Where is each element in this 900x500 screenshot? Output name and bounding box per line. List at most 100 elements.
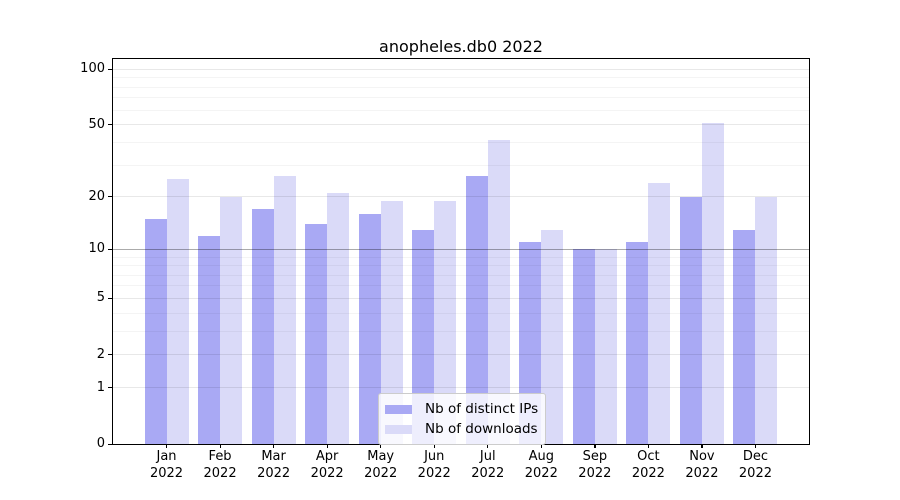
month-label: May [367,449,395,464]
x-tick-apr [326,444,328,448]
gridline-9 [113,256,809,258]
bar-distinct-ips-sep [572,249,595,444]
gridline-90 [113,77,809,79]
bar-distinct-ips-mar [251,209,274,444]
gridline-5 [113,297,809,299]
x-tick-aug [540,444,542,448]
y-tick-1 [108,387,112,389]
x-tick-label-feb: Feb 2022 [188,448,252,482]
year-label: 2022 [310,466,344,481]
year-label: 2022 [578,466,612,481]
x-tick-sep [594,444,596,448]
gridline-20 [113,196,809,198]
month-label: Jul [479,449,496,464]
year-label: 2022 [257,466,291,481]
gridline-7 [113,274,809,276]
y-tick-label-1: 1 [96,379,105,395]
y-tick-2 [108,354,112,356]
bar-downloads-may [380,200,403,444]
y-tick-100 [108,68,112,70]
year-label: 2022 [738,466,772,481]
y-tick-label-5: 5 [96,290,105,306]
year-label: 2022 [417,466,451,481]
bar-downloads-apr [327,192,350,444]
chart-title: anopheles.db0 2022 [379,37,543,56]
y-tick-0 [108,443,112,445]
bar-downloads-sep [594,249,617,444]
year-label: 2022 [149,466,184,481]
x-tick-mar [273,444,275,448]
year-label: 2022 [631,466,665,481]
year-label: 2022 [471,466,505,481]
gridline-40 [113,141,809,143]
year-label: 2022 [364,466,398,481]
bar-downloads-jun [434,200,457,444]
x-tick-label-apr: Apr 2022 [295,448,359,482]
x-tick-may [380,444,382,448]
month-label: Feb [208,449,232,464]
x-tick-nov [701,444,703,448]
bar-distinct-ips-jan [144,218,167,444]
y-tick-10 [108,248,112,250]
x-tick-label-may: May 2022 [349,448,413,482]
bar-distinct-ips-feb [198,235,221,444]
legend-item-downloads: Nb of downloads [385,419,538,439]
month-label: Nov [689,449,715,464]
year-label: 2022 [524,466,558,481]
bar-downloads-jul [487,140,510,444]
bar-downloads-jan [166,179,189,444]
x-tick-jan [166,444,168,448]
x-tick-feb [219,444,221,448]
year-label: 2022 [685,466,719,481]
y-tick-label-2: 2 [96,346,105,362]
y-tick-label-0: 0 [96,436,105,451]
y-tick-label-10: 10 [88,241,105,257]
gridline-70 [113,97,809,99]
bar-distinct-ips-jun [412,229,435,444]
month-label: Oct [637,449,660,464]
bar-distinct-ips-apr [305,224,328,444]
legend: Nb of distinct IPs Nb of downloads [378,393,546,445]
legend-label-distinct-ips: Nb of distinct IPs [425,401,539,417]
gridline-6 [113,285,809,287]
gridline-80 [113,86,809,88]
x-tick-label-dec: Dec 2022 [723,448,787,482]
month-label: Dec [742,449,769,464]
year-label: 2022 [203,466,237,481]
x-tick-jun [433,444,435,448]
gridline-30 [113,164,809,166]
gridline-10 [113,248,809,250]
bar-distinct-ips-may [358,213,381,444]
bar-downloads-dec [755,196,778,444]
gridline-1 [113,387,809,389]
legend-item-distinct-ips: Nb of distinct IPs [385,399,539,419]
x-tick-label-jul: Jul 2022 [456,448,520,482]
x-tick-label-mar: Mar 2022 [242,448,306,482]
x-tick-oct [647,444,650,448]
x-tick-jul [487,444,489,448]
bar-distinct-ips-jul [465,176,488,444]
month-label: Jan [156,449,177,464]
x-tick-label-aug: Aug 2022 [509,448,573,482]
x-tick-label-jan: Jan 2022 [135,448,199,482]
y-tick-20 [108,196,112,198]
y-tick-50 [108,124,112,126]
plot-area [112,58,810,445]
bar-distinct-ips-dec [733,229,756,444]
legend-swatch-distinct-ips [385,404,412,414]
y-tick-label-100: 100 [80,61,105,77]
x-tick-label-sep: Sep 2022 [563,448,627,482]
gridline-2 [113,354,809,356]
gridline-60 [113,109,809,111]
legend-swatch-downloads [385,424,412,434]
x-tick-label-oct: Oct 2022 [616,448,680,482]
month-label: Mar [261,449,286,464]
bar-downloads-feb [220,196,243,444]
x-tick-dec [754,444,757,448]
bar-distinct-ips-nov [679,196,702,444]
bar-downloads-aug [541,229,564,444]
gridline-4 [113,312,809,314]
bar-downloads-nov [701,123,724,444]
legend-label-downloads: Nb of downloads [425,421,538,437]
